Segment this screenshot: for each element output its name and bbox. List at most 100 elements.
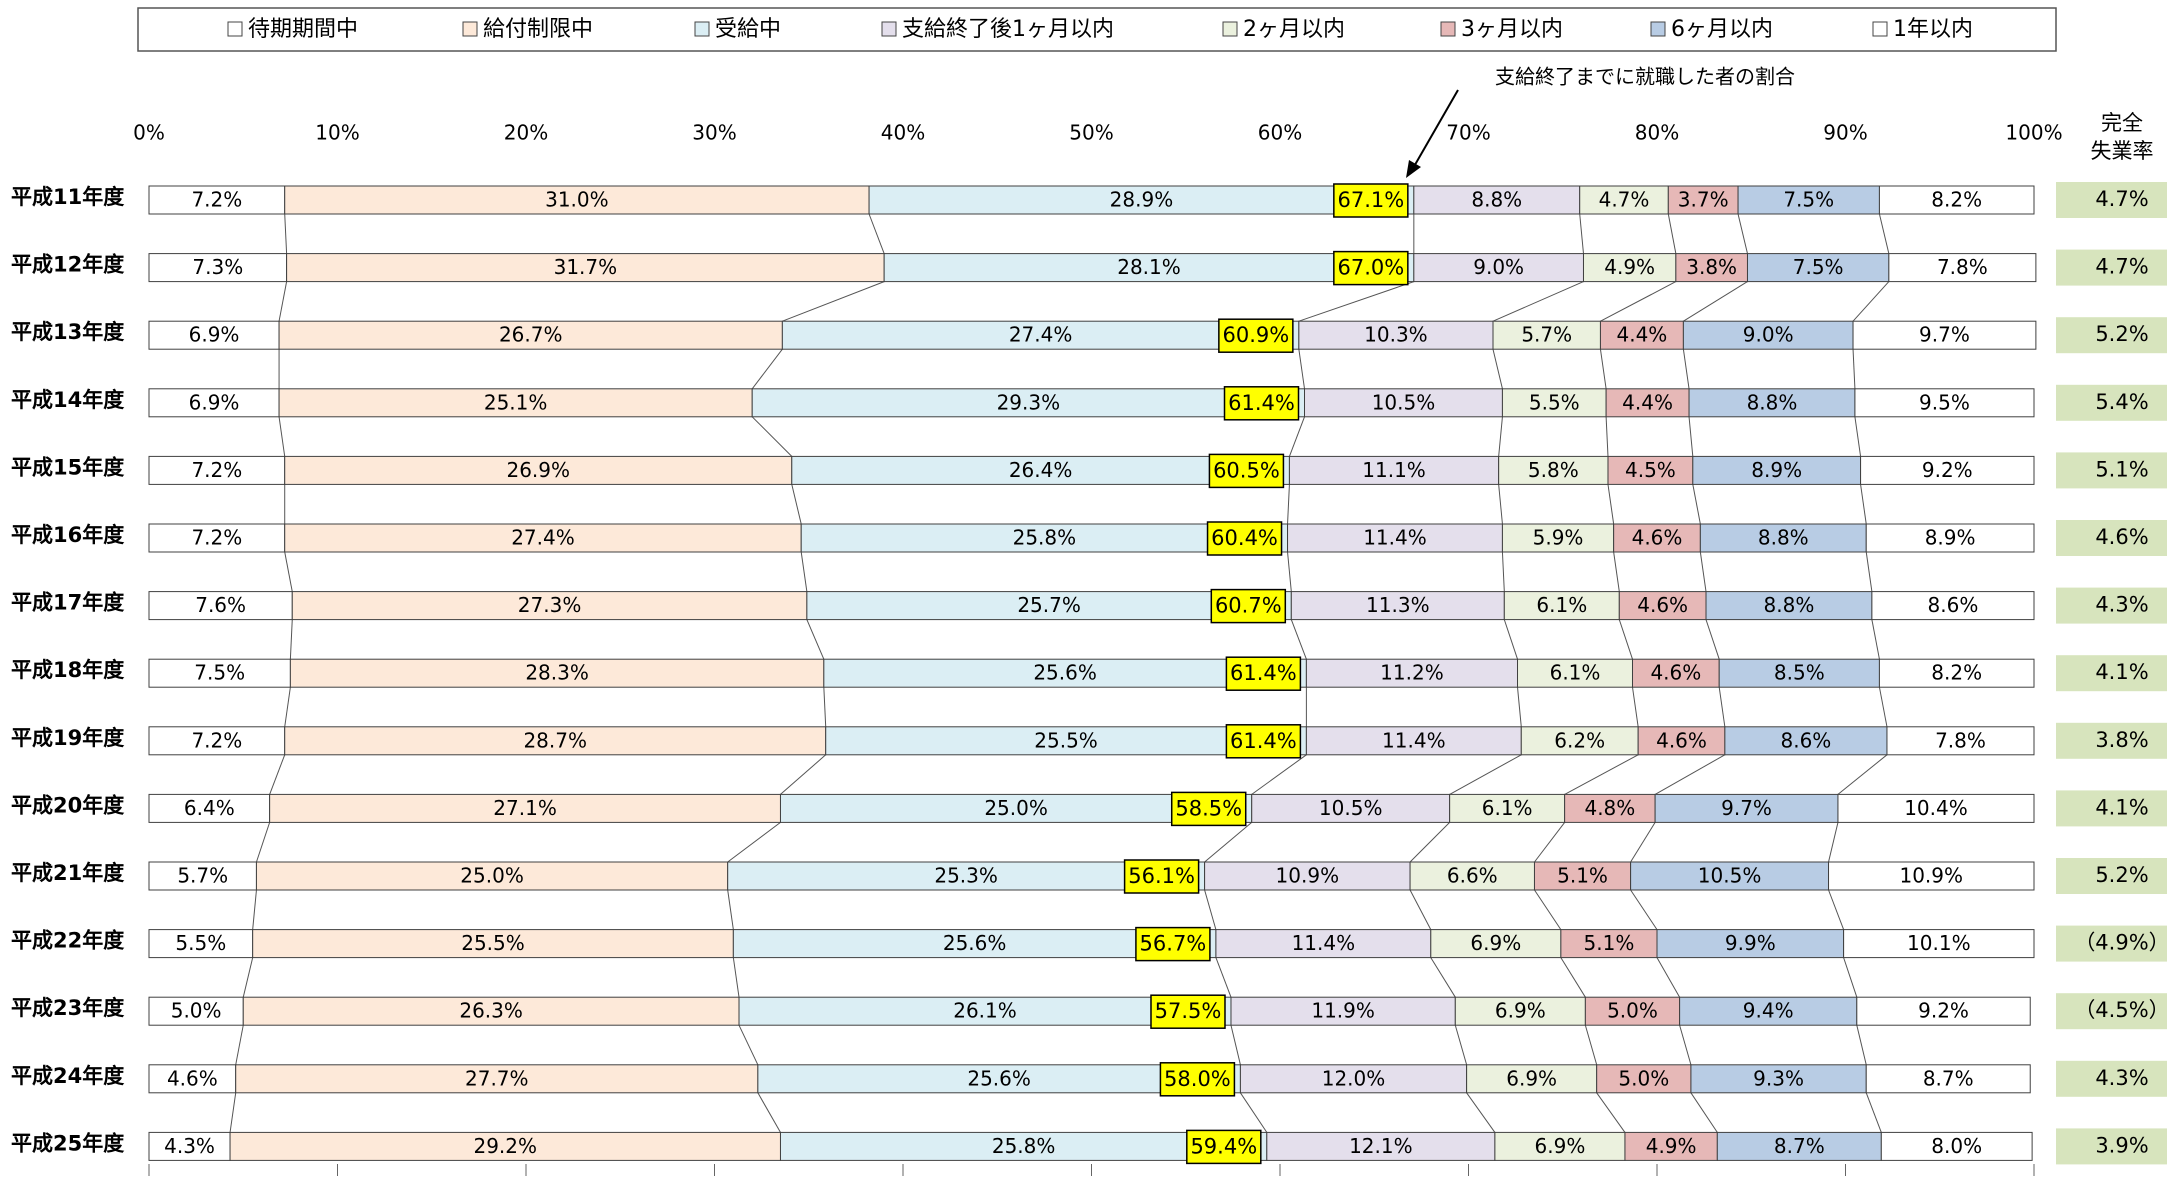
value-label: 11.1% [1362,458,1426,482]
total-box [1206,521,1283,556]
total-label: 58.5% [1175,796,1242,820]
total-label: 61.4% [1228,391,1295,415]
total-box [1218,318,1294,353]
connector [1878,687,1888,727]
rate-box [2056,587,2167,624]
connector [1204,889,1217,930]
value-label: 8.9% [1925,526,1976,550]
x-tick-label: 70% [1446,121,1490,145]
value-label: 4.3% [164,1134,215,1158]
bar-segment [252,929,734,959]
value-label: 7.5% [194,661,245,685]
bar-segment [1692,455,1862,485]
connector [1630,822,1656,863]
total-box [1150,994,1226,1029]
connector [1690,1092,1718,1133]
connector [1718,687,1726,727]
bar-segment [1724,726,1888,756]
value-label: 26.4% [1009,458,1073,482]
value-label: 5.1% [1557,864,1608,888]
value-label: 8.7% [1774,1134,1825,1158]
value-label: 5.5% [1529,390,1580,414]
connector [1878,213,1890,254]
x-tick-label: 20% [504,121,548,145]
connector [1828,822,1839,863]
bar-segment [1852,320,2037,350]
connector [1251,754,1307,795]
connector [1632,687,1639,727]
value-label: 9.4% [1743,999,1794,1023]
bar-segment [278,388,753,418]
rate-box [2056,182,2167,218]
value-label: 27.4% [511,526,575,550]
bar-segment [1517,658,1633,688]
value-label: 8.2% [1931,188,1982,212]
legend-swatch [1440,21,1456,37]
connector [1837,754,1888,795]
rate-box [2056,722,2167,759]
value-label: 9.7% [1721,796,1772,820]
bar-segment [1584,996,1681,1026]
connector [1287,551,1292,592]
rate-title: 完全 [2101,111,2143,135]
x-tick-label: 0% [133,121,165,145]
bar-segment [1865,523,2035,553]
annotation-arrowhead [1406,160,1421,178]
rate-box [2056,452,2167,489]
bar-segment [1737,185,1880,215]
value-label: 6.1% [1536,593,1587,617]
value-label: 25.3% [934,864,998,888]
value-label: 7.2% [191,526,242,550]
value-label: 25.8% [992,1134,1056,1158]
total-box [1159,1062,1236,1097]
connector [1584,1025,1598,1065]
value-label: 9.2% [1918,999,1969,1023]
connector [1239,1092,1268,1133]
row-label: 平成20年度 [11,793,124,817]
connector [1298,281,1414,322]
value-label: 31.0% [545,188,609,212]
bar-segment [284,455,793,485]
bar-segment [242,996,740,1026]
rate-label: 4.3% [2095,1066,2148,1090]
bar-segment [278,320,783,350]
x-tick-label: 100% [2005,121,2062,145]
legend-label: 受給中 [715,17,781,42]
bar-segment [781,320,1300,350]
bar-segment [148,996,244,1026]
value-label: 25.1% [484,390,548,414]
bar-segment [148,591,293,621]
bar-segment [291,591,808,621]
connector [1409,889,1432,930]
annotation: 支給終了までに就職した者の割合 [1495,65,1795,89]
value-label: 11.3% [1366,593,1430,617]
value-label: 8.7% [1923,1066,1974,1090]
connector [1466,1092,1496,1133]
value-label: 11.4% [1382,728,1446,752]
value-label: 26.7% [499,323,563,347]
bar-segment [148,455,286,485]
connector [1596,1092,1626,1133]
bar-segment [1624,1131,1718,1161]
connector [800,551,808,592]
bar-segment [1298,320,1494,350]
value-label: 11.2% [1380,661,1444,685]
value-label: 4.5% [1625,458,1676,482]
value-label: 4.8% [1584,796,1635,820]
connector [1654,754,1726,795]
value-label: 9.0% [1743,323,1794,347]
bar-segment [1215,929,1432,959]
bar-segment [1716,1131,1882,1161]
connector [1498,416,1503,457]
value-label: 11.4% [1363,526,1427,550]
value-label: 31.7% [554,255,618,279]
value-label: 5.7% [177,864,228,888]
rate-label: 5.2% [2095,863,2148,887]
connector [1230,1025,1241,1065]
value-label: 26.3% [459,999,523,1023]
value-label: 5.0% [1607,999,1658,1023]
connector [1828,889,1845,930]
value-label: 8.9% [1751,458,1802,482]
row-label: 平成13年度 [11,320,124,344]
value-label: 7.2% [191,728,242,752]
